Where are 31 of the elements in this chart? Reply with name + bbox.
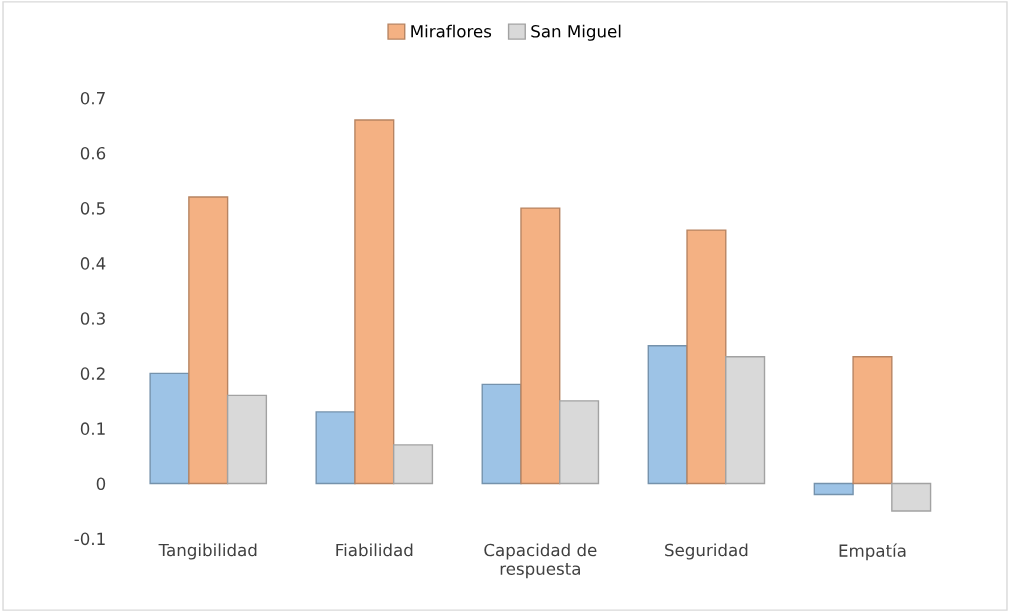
bar [392,444,434,485]
y-tick-label: -0.1 [74,532,105,546]
y-tick-label: 0.6 [80,146,106,160]
y-tick-label: 0.2 [80,367,105,380]
y-tick-label: 0.5 [80,202,105,215]
x-tick-label: Tangibilidad [158,543,257,560]
x-tick-label: Fiabilidad [336,543,413,557]
y-tick-label: 0.3 [80,312,105,325]
x-tick-label: Seguridad [665,543,748,560]
y-tick-label: 0 [96,477,106,491]
bar [725,356,766,485]
bar [188,196,229,485]
bar [226,394,268,485]
bar [686,229,727,485]
bar [852,356,893,485]
x-tick-label: Empatía [839,543,906,561]
y-tick-label: 0.4 [80,257,106,270]
bar [891,482,932,512]
bar [354,119,395,485]
bar [647,345,688,485]
bar [149,372,190,485]
legend-label: Miraflores [411,24,492,38]
y-tick-label: 0.7 [80,91,105,105]
x-tick-label: Capacidad de respuesta [484,543,597,579]
bar [520,207,561,485]
bar [481,383,522,485]
y-tick-label: 0.1 [80,422,105,435]
bar [315,411,356,485]
bar [813,482,854,496]
legend-label: San Miguel [531,24,621,41]
bar [559,400,600,485]
